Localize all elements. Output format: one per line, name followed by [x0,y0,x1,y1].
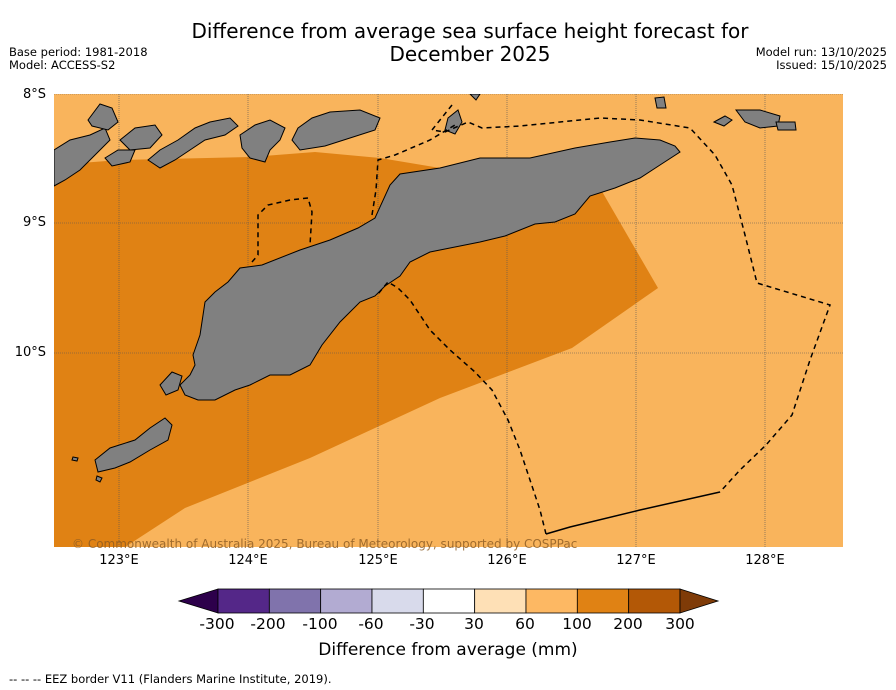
copyright-notice: © Commonwealth of Australia 2025, Bureau… [72,537,578,551]
colorbar-tick: -60 [358,615,384,633]
leti-island [712,115,733,127]
timor-island [179,137,681,401]
colorbar-tick: -30 [409,615,435,633]
alor-island [291,109,381,151]
colorbar-tick: 30 [464,615,484,633]
pantar-island [239,119,286,163]
colorbar-tick: -300 [199,615,235,633]
colorbar-tick: 200 [613,615,643,633]
savu-island [159,371,183,396]
model-name: Model: ACCESS-S2 [9,58,116,72]
colorbar-tick: -200 [250,615,286,633]
meta-right: Model run: 13/10/2025 Issued: 15/10/2025 [756,46,887,72]
map-panel[interactable] [54,94,843,547]
atauro-island [444,109,463,135]
lon-label-128e: 128°E [745,553,785,568]
colorbar [177,588,720,614]
flores-east [54,127,111,187]
flores-islet [87,103,119,131]
lakor-island [775,121,797,131]
eez-legend-note: -- -- -- EEZ border V11 (Flanders Marine… [9,672,332,686]
lat-label-8s: 8°S [22,87,46,102]
rote-island [94,417,173,473]
lon-label-124e: 124°E [228,553,268,568]
lat-label-9s: 9°S [22,215,46,230]
wetar-west [469,94,481,101]
lon-label-123e: 123°E [99,553,139,568]
issued-date: Issued: 15/10/2025 [776,58,887,72]
colorbar-box [576,588,630,614]
colorbar-tick: 60 [515,615,535,633]
lon-label-126e: 126°E [487,553,527,568]
lat-label-10s: 10°S [14,345,46,360]
colorbar-title: Difference from average (mm) [318,640,578,660]
lon-label-125e: 125°E [358,553,398,568]
romang-island [654,96,667,109]
colorbar-box [422,588,476,614]
solor-island [104,149,136,167]
colorbar-box [628,588,681,614]
colorbar-tick: 300 [665,615,695,633]
colorbar-box [268,588,322,614]
model-run: Model run: 13/10/2025 [755,45,887,59]
ndao-island [71,456,79,462]
colorbar-under-arrow [177,588,219,614]
base-period: Base period: 1981-2018 [9,45,148,59]
colorbar-over-arrow [679,588,720,614]
chart-title: Difference from average sea surface heig… [140,20,800,66]
eez-border [251,104,831,535]
colorbar-box [217,588,270,614]
land-masses [54,94,797,483]
colorbar-tick: 100 [562,615,592,633]
meta-left: Base period: 1981-2018 Model: ACCESS-S2 [9,46,148,72]
colorbar-tick: -100 [302,615,338,633]
colorbar-box [371,588,424,614]
title-line-1: Difference from average sea surface heig… [191,19,749,43]
rote-islet [95,475,103,483]
colorbar-box [474,588,527,614]
lon-label-127e: 127°E [616,553,656,568]
colorbar-box [320,588,373,614]
title-line-2: December 2025 [389,42,551,66]
colorbar-box [525,588,578,614]
lembata-island [147,117,239,169]
